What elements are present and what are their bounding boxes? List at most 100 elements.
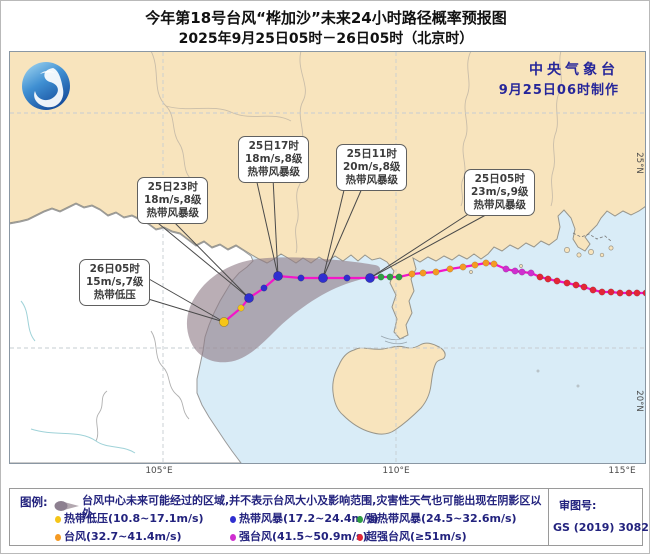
callout-text: 25日11时: [346, 148, 397, 160]
callout-text: 热带风暴级: [473, 199, 526, 211]
indochina-land: [10, 203, 254, 463]
leader-line: [170, 218, 250, 299]
leader-line: [369, 210, 494, 279]
legend-item-2: 强热带风暴(24.5~32.6m/s): [357, 510, 517, 526]
callout-text: 18m/s,8级: [144, 194, 202, 206]
callout-text: 25日05时: [474, 173, 525, 185]
track-point-tropical-storm: [343, 274, 351, 282]
cma-logo: [20, 60, 72, 112]
map-canvas: [10, 52, 645, 463]
callout-text: 热带低压: [93, 289, 136, 301]
track-point-severe-typhoon: [511, 267, 519, 275]
track-point-typhoon: [471, 261, 479, 269]
forecast-position-point: [273, 271, 283, 281]
legend-item-label: 强台风(41.5~50.9m/s): [239, 530, 368, 543]
leader-line: [322, 185, 346, 279]
cone-legend-icon: [54, 497, 80, 516]
forecast-callout-25日23时: 25日23时 18m/s,8级 热带风暴级: [137, 177, 209, 224]
legend-left: 图例: 台风中心未来可能经过的区域,并不表示台风大小及影响范围,灾害性天气也可能…: [10, 489, 548, 545]
legend-color-dot: [55, 515, 61, 523]
x-tick-110°E: 110°E: [382, 466, 410, 476]
track-point-typhoon: [490, 260, 498, 268]
track-point-tropical-storm: [260, 284, 268, 292]
legend-color-dot: [230, 533, 236, 541]
leader-line: [272, 177, 279, 277]
leader-line: [152, 218, 250, 299]
callout-text: 热带风暴级: [146, 207, 199, 219]
track-point-severe-tropical-storm: [377, 273, 385, 281]
paracel-islets: [536, 369, 580, 388]
track-point-super-typhoon: [580, 283, 588, 291]
track-point-super-typhoon: [633, 289, 641, 297]
legend-item-label: 热带低压(10.8~17.1m/s): [64, 512, 204, 525]
watermark: 中央气象台 9月25日06时制作: [499, 59, 619, 98]
track-point-severe-tropical-storm: [395, 273, 403, 281]
track-point-severe-typhoon: [518, 268, 526, 276]
track-point-severe-typhoon: [527, 269, 535, 277]
leader-line: [322, 185, 364, 279]
legend-header: 图例:: [20, 495, 48, 509]
legend-item-3: 台风(32.7~41.4m/s): [55, 528, 182, 544]
indochina-borders: [95, 330, 190, 442]
track-point-typhoon: [446, 265, 454, 273]
track-point-tropical-depression: [237, 304, 245, 312]
approval-label: 审图号:: [559, 499, 597, 512]
y-tick-25°N: 25°N: [634, 152, 644, 174]
page-title: 今年第18号台风“桦加沙”未来24小时路径概率预报图: [145, 9, 507, 27]
x-tick-105°E: 105°E: [145, 466, 173, 476]
track-point-typhoon: [482, 259, 490, 267]
y-tick-20°N: 20°N: [634, 390, 644, 412]
forecast-callout-25日17时: 25日17时 18m/s,8级 热带风暴级: [238, 136, 310, 183]
track-point-super-typhoon: [616, 289, 624, 297]
x-tick-115°E: 115°E: [608, 466, 636, 476]
track-point-super-typhoon: [553, 277, 561, 285]
forecast-callout-26日05时: 26日05时 15m/s,7级 热带低压: [79, 259, 151, 306]
legend-note: 台风中心未来可能经过的区域,并不表示台风大小及影响范围,灾害性天气也可能出现在阴…: [82, 494, 542, 520]
legend-panel: 图例: 台风中心未来可能经过的区域,并不表示台风大小及影响范围,灾害性天气也可能…: [9, 488, 649, 546]
callout-text: 26日05时: [89, 263, 140, 275]
track-point-super-typhoon: [625, 289, 633, 297]
callout-text: 20m/s,8级: [343, 161, 401, 173]
callout-text: 25日17时: [248, 140, 299, 152]
forecast-callout-25日05时: 25日05时 23m/s,9级 热带风暴级: [464, 169, 536, 216]
callout-text: 18m/s,8级: [245, 153, 303, 165]
track-point-severe-tropical-storm: [386, 273, 394, 281]
track-point-typhoon: [408, 270, 416, 278]
forecast-callout-25日11时: 25日11时 20m/s,8级 热带风暴级: [336, 144, 408, 191]
track-point-super-typhoon: [572, 281, 580, 289]
legend-item-label: 强热带风暴(24.5~32.6m/s): [366, 512, 517, 525]
forecast-position-point: [318, 273, 328, 283]
legend-item-1: 热带风暴(17.2~24.4m/s): [230, 510, 379, 526]
legend-color-dot: [55, 533, 61, 541]
watermark-issued: 9月25日06时制作: [498, 83, 619, 98]
callout-text: 热带风暴级: [345, 174, 398, 186]
hk-boundary-dashed: [572, 232, 612, 242]
coastal-islands: [469, 245, 614, 274]
page-subtitle: 2025年9月25日05时－26日05时（北京时）: [178, 31, 474, 47]
legend-item-0: 热带低压(10.8~17.1m/s): [55, 510, 204, 526]
legend-item-4: 强台风(41.5~50.9m/s): [230, 528, 368, 544]
track-point-super-typhoon: [544, 275, 552, 283]
track-point-super-typhoon: [607, 288, 615, 296]
forecast-position-point: [219, 317, 229, 327]
track-point-super-typhoon: [589, 286, 597, 294]
approval-box: 审图号: GS (2019) 3082号: [548, 489, 649, 545]
track-point-typhoon: [459, 263, 467, 271]
map-panel[interactable]: 中央气象台 9月25日06时制作: [9, 51, 646, 464]
legend-color-dot: [230, 515, 236, 523]
legend-item-label: 台风(32.7~41.4m/s): [64, 530, 182, 543]
forecast-position-point: [244, 293, 254, 303]
track-point-tropical-storm: [297, 274, 305, 282]
track-point-super-typhoon: [598, 288, 606, 296]
watermark-agency: 中央气象台: [529, 62, 619, 78]
leader-line: [255, 177, 279, 277]
legend-color-dot: [357, 515, 363, 523]
track-point-typhoon: [419, 269, 427, 277]
callout-text: 热带风暴级: [247, 166, 300, 178]
legend-color-dot: [357, 533, 363, 541]
track-point-typhoon: [432, 268, 440, 276]
rivers: [20, 300, 136, 454]
legend-item-label: 超强台风(≥51m/s): [366, 530, 467, 543]
leader-line: [369, 210, 474, 279]
